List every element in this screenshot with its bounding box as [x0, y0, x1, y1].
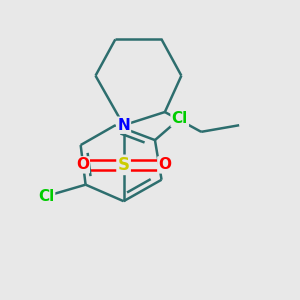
Text: Cl: Cl — [38, 189, 54, 204]
Text: O: O — [76, 158, 89, 172]
Text: Cl: Cl — [172, 111, 188, 126]
Text: O: O — [158, 158, 171, 172]
Text: S: S — [118, 156, 130, 174]
Text: N: N — [117, 118, 130, 133]
